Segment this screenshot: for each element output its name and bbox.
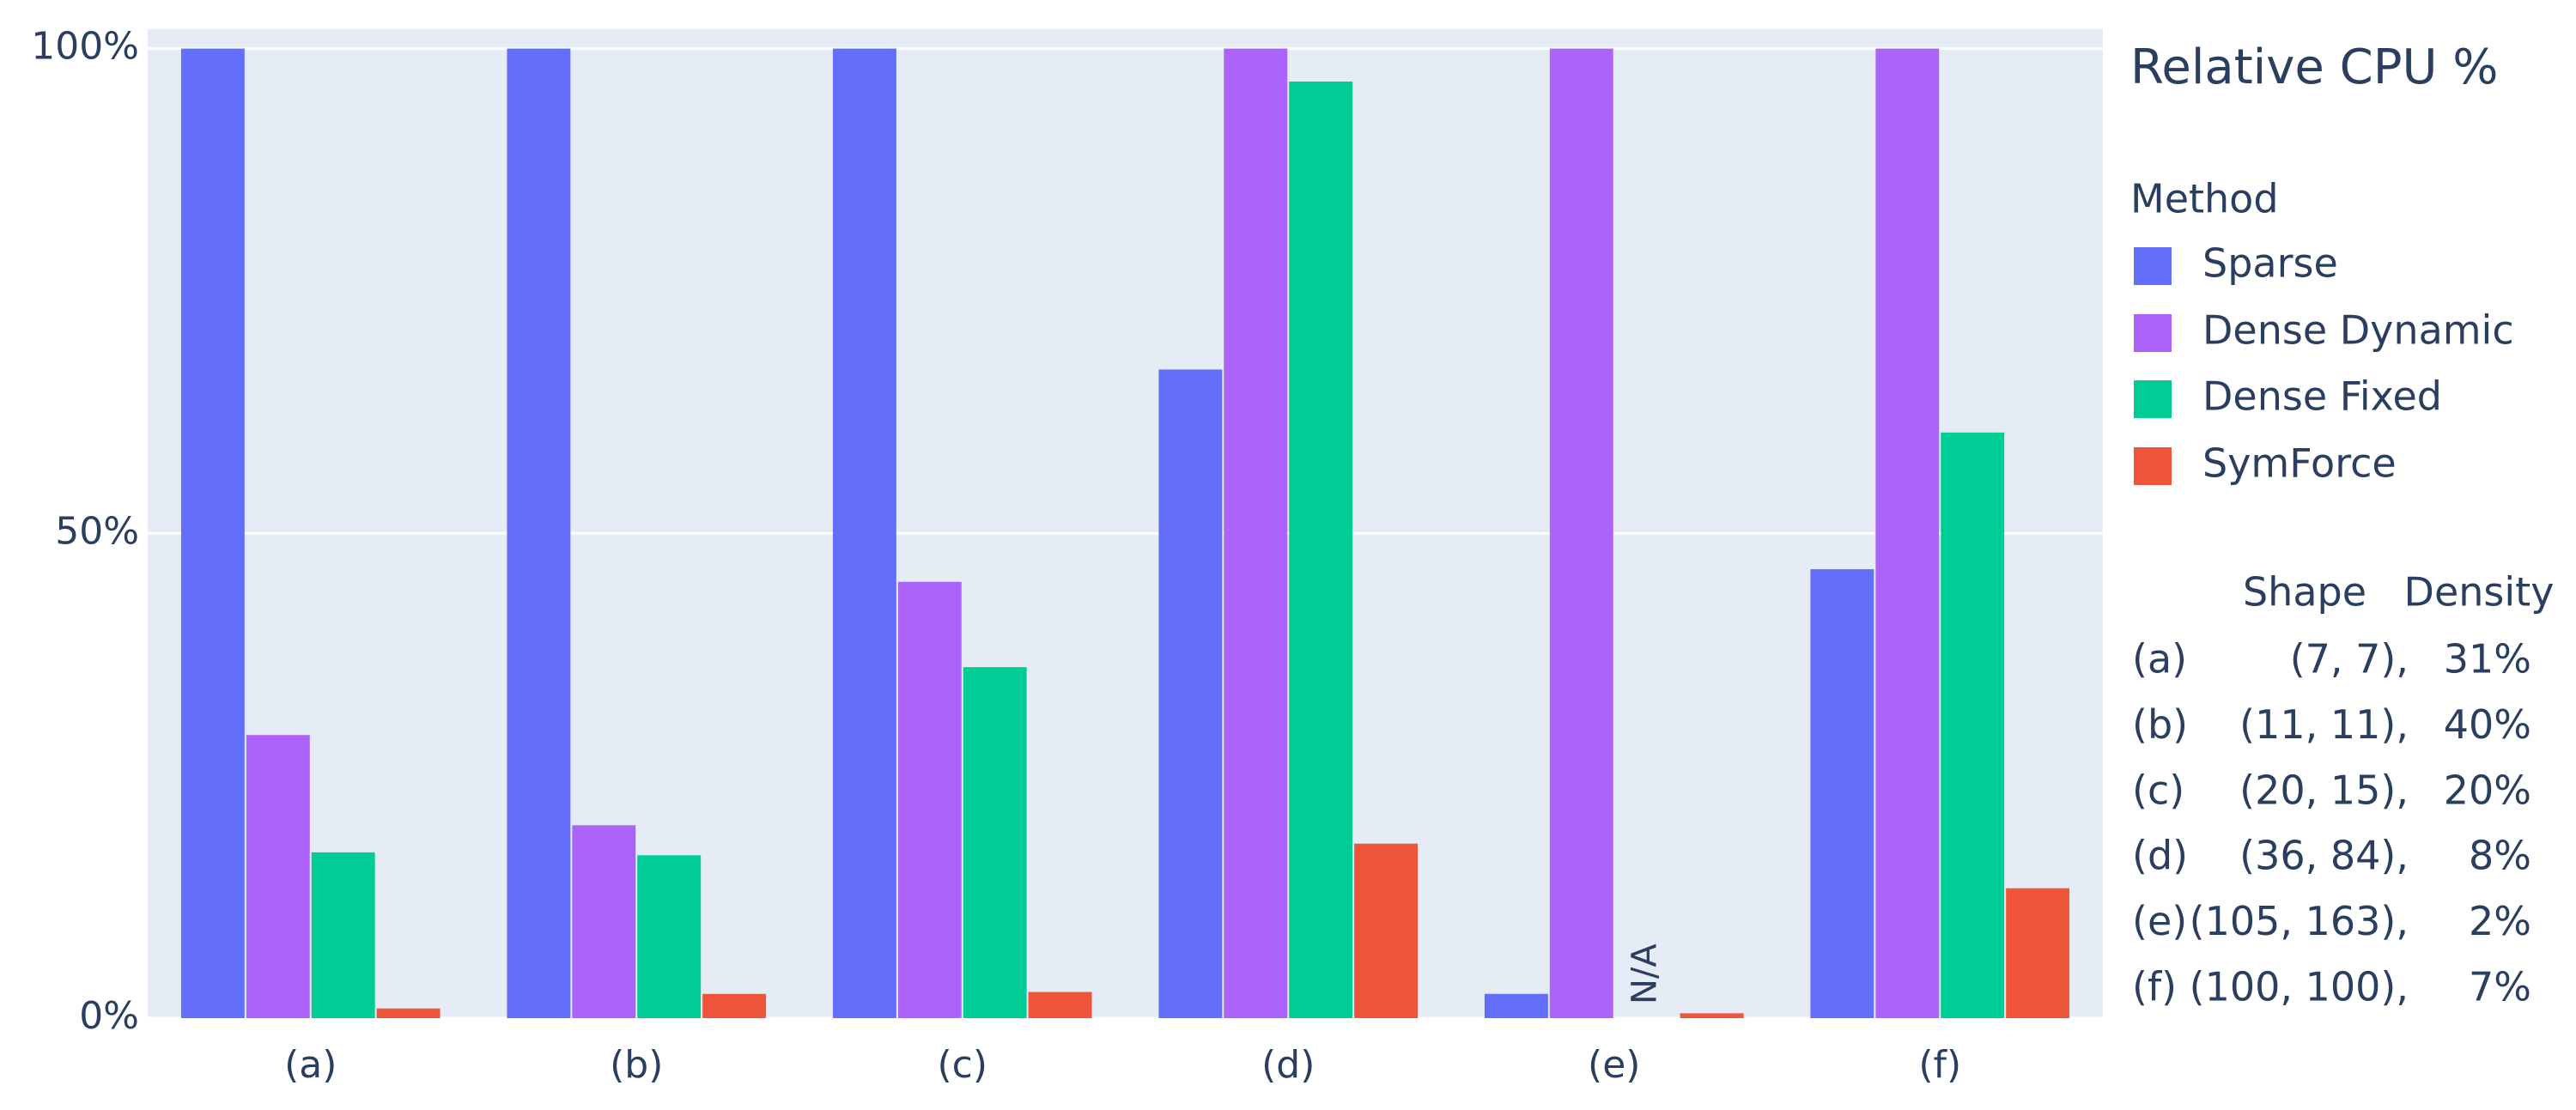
bar bbox=[246, 735, 310, 1018]
x-tick-label: (a) bbox=[284, 1043, 337, 1087]
bar bbox=[1484, 993, 1548, 1018]
legend-label: Dense Dynamic bbox=[2202, 307, 2514, 354]
notes-density: 2% bbox=[2469, 898, 2531, 944]
bar bbox=[832, 48, 896, 1018]
notes-id: (b) bbox=[2132, 701, 2188, 748]
legend-label: Dense Fixed bbox=[2202, 373, 2442, 420]
legend-title: Method bbox=[2130, 176, 2279, 222]
notes-density: 40% bbox=[2444, 701, 2531, 748]
legend-swatch bbox=[2134, 380, 2172, 418]
bar bbox=[180, 48, 245, 1018]
bar bbox=[572, 825, 636, 1018]
notes-density: 8% bbox=[2469, 833, 2531, 879]
y-tick-label: 0% bbox=[79, 994, 139, 1038]
bar bbox=[1354, 843, 1419, 1018]
x-tick-label: (d) bbox=[1261, 1043, 1315, 1087]
notes-shape: (105, 163), bbox=[2190, 898, 2409, 944]
bar bbox=[1028, 992, 1092, 1018]
notes-density: 7% bbox=[2469, 964, 2531, 1010]
legend-swatch bbox=[2134, 314, 2172, 352]
bar bbox=[376, 1008, 440, 1018]
notes-id: (e) bbox=[2132, 898, 2187, 944]
notes-shape: (11, 11), bbox=[2239, 701, 2409, 748]
y-tick-label: 50% bbox=[55, 509, 139, 553]
x-tick-label: (b) bbox=[610, 1043, 663, 1087]
bar bbox=[702, 993, 767, 1018]
notes-shape: (100, 100), bbox=[2190, 964, 2409, 1010]
legend-swatch bbox=[2134, 247, 2172, 285]
bar bbox=[507, 48, 571, 1018]
bar bbox=[1875, 48, 1940, 1018]
x-tick-label: (c) bbox=[937, 1043, 987, 1087]
bar bbox=[2006, 888, 2070, 1018]
bar bbox=[1289, 81, 1353, 1018]
bar bbox=[311, 852, 375, 1018]
x-tick-label: (e) bbox=[1588, 1043, 1640, 1087]
bar bbox=[1158, 369, 1223, 1018]
notes-id: (a) bbox=[2132, 636, 2187, 682]
bar bbox=[1549, 48, 1613, 1018]
bar bbox=[897, 581, 962, 1018]
notes-density: 20% bbox=[2444, 767, 2531, 813]
legend-label: SymForce bbox=[2202, 440, 2397, 487]
bar bbox=[1941, 432, 2005, 1018]
bar bbox=[1680, 1013, 1744, 1018]
notes-id: (f) bbox=[2132, 964, 2177, 1010]
na-annotation: N/A bbox=[1625, 943, 1665, 1004]
legend-heading: Relative CPU % bbox=[2130, 39, 2499, 95]
bar bbox=[637, 855, 702, 1018]
bar bbox=[1810, 569, 1874, 1018]
notes-id: (c) bbox=[2132, 767, 2184, 813]
y-tick-label: 100% bbox=[31, 25, 139, 69]
notes-shape: (36, 84), bbox=[2239, 833, 2409, 879]
legend-label: Sparse bbox=[2202, 240, 2338, 287]
notes-header: Density bbox=[2404, 569, 2555, 616]
notes-density: 31% bbox=[2444, 636, 2531, 682]
bar bbox=[963, 667, 1027, 1018]
x-tick-label: (f) bbox=[1918, 1043, 1961, 1087]
plot-background bbox=[148, 29, 2103, 1018]
notes-id: (d) bbox=[2132, 833, 2188, 879]
notes-shape: (20, 15), bbox=[2239, 767, 2409, 813]
bar bbox=[1224, 48, 1288, 1018]
legend-swatch bbox=[2134, 447, 2172, 485]
notes-header: Shape bbox=[2243, 569, 2366, 616]
notes-shape: (7, 7), bbox=[2290, 636, 2409, 682]
